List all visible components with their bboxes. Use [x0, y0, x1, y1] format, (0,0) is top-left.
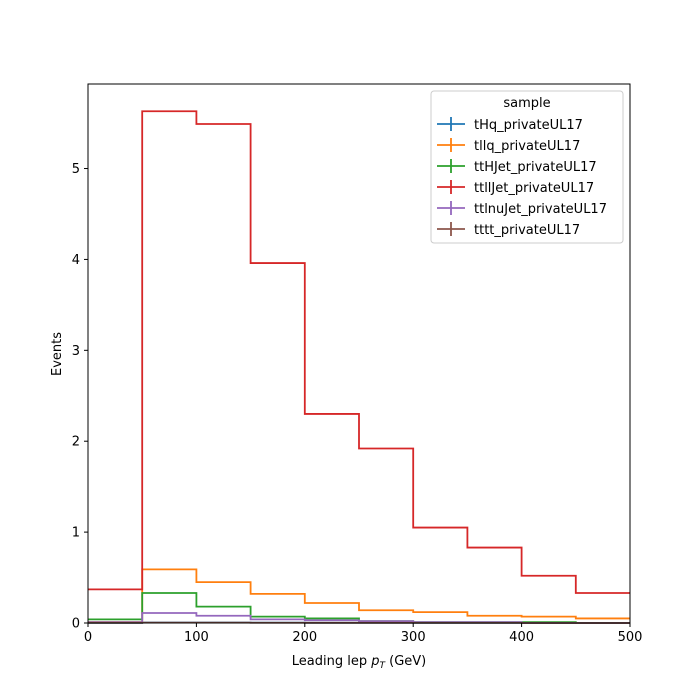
y-tick-label: 4	[72, 253, 80, 268]
legend-label: tttt_privateUL17	[474, 223, 580, 238]
y-tick-label: 3	[72, 344, 80, 359]
legend-entry: tllq_privateUL17	[437, 138, 580, 154]
y-axis-ticks: 0 1 2 3 4 5	[72, 162, 88, 632]
x-tick-label: 400	[509, 630, 534, 645]
y-tick-label: 1	[72, 526, 80, 541]
legend-entry: tttt_privateUL17	[437, 222, 580, 238]
legend-label: ttHJet_privateUL17	[474, 160, 597, 175]
legend-entry: ttlnuJet_privateUL17	[437, 201, 607, 217]
x-axis-ticks: 0 100 200 300 400 500	[84, 623, 643, 645]
legend-entries: tHq_privateUL17 tllq_privateUL17 ttHJet_pr…	[437, 117, 607, 238]
y-tick-label: 5	[72, 162, 80, 177]
legend-box	[430, 90, 624, 244]
legend-label: tHq_privateUL17	[474, 118, 583, 133]
y-tick-label: 2	[72, 435, 80, 450]
series-line-ttllJet_privateUL17	[88, 110, 630, 594]
x-tick-label: 300	[401, 630, 426, 645]
series-line-ttHJet_privateUL17	[88, 592, 630, 624]
legend-entry: ttHJet_privateUL17	[437, 159, 597, 175]
legend-title: sample	[503, 96, 550, 111]
x-tick-label: 200	[292, 630, 317, 645]
x-axis-label: Leading lep pT (GeV)	[292, 654, 426, 671]
legend-label: ttllJet_privateUL17	[474, 181, 594, 196]
x-tick-label: 500	[618, 630, 643, 645]
legend: sample tHq_privateUL17 tllq_privateUL17tt…	[430, 90, 624, 244]
y-axis-label: Events	[50, 332, 65, 376]
series-line-tllq_privateUL17	[88, 568, 630, 623]
legend-label: tllq_privateUL17	[474, 139, 580, 154]
x-tick-label: 100	[184, 630, 209, 645]
y-tick-label: 0	[72, 617, 80, 632]
plot-frame	[87, 83, 631, 624]
legend-entry: tHq_privateUL17	[437, 117, 583, 133]
legend-label: ttlnuJet_privateUL17	[474, 202, 607, 217]
legend-entry: ttllJet_privateUL17	[437, 180, 594, 196]
x-tick-label: 0	[84, 630, 92, 645]
